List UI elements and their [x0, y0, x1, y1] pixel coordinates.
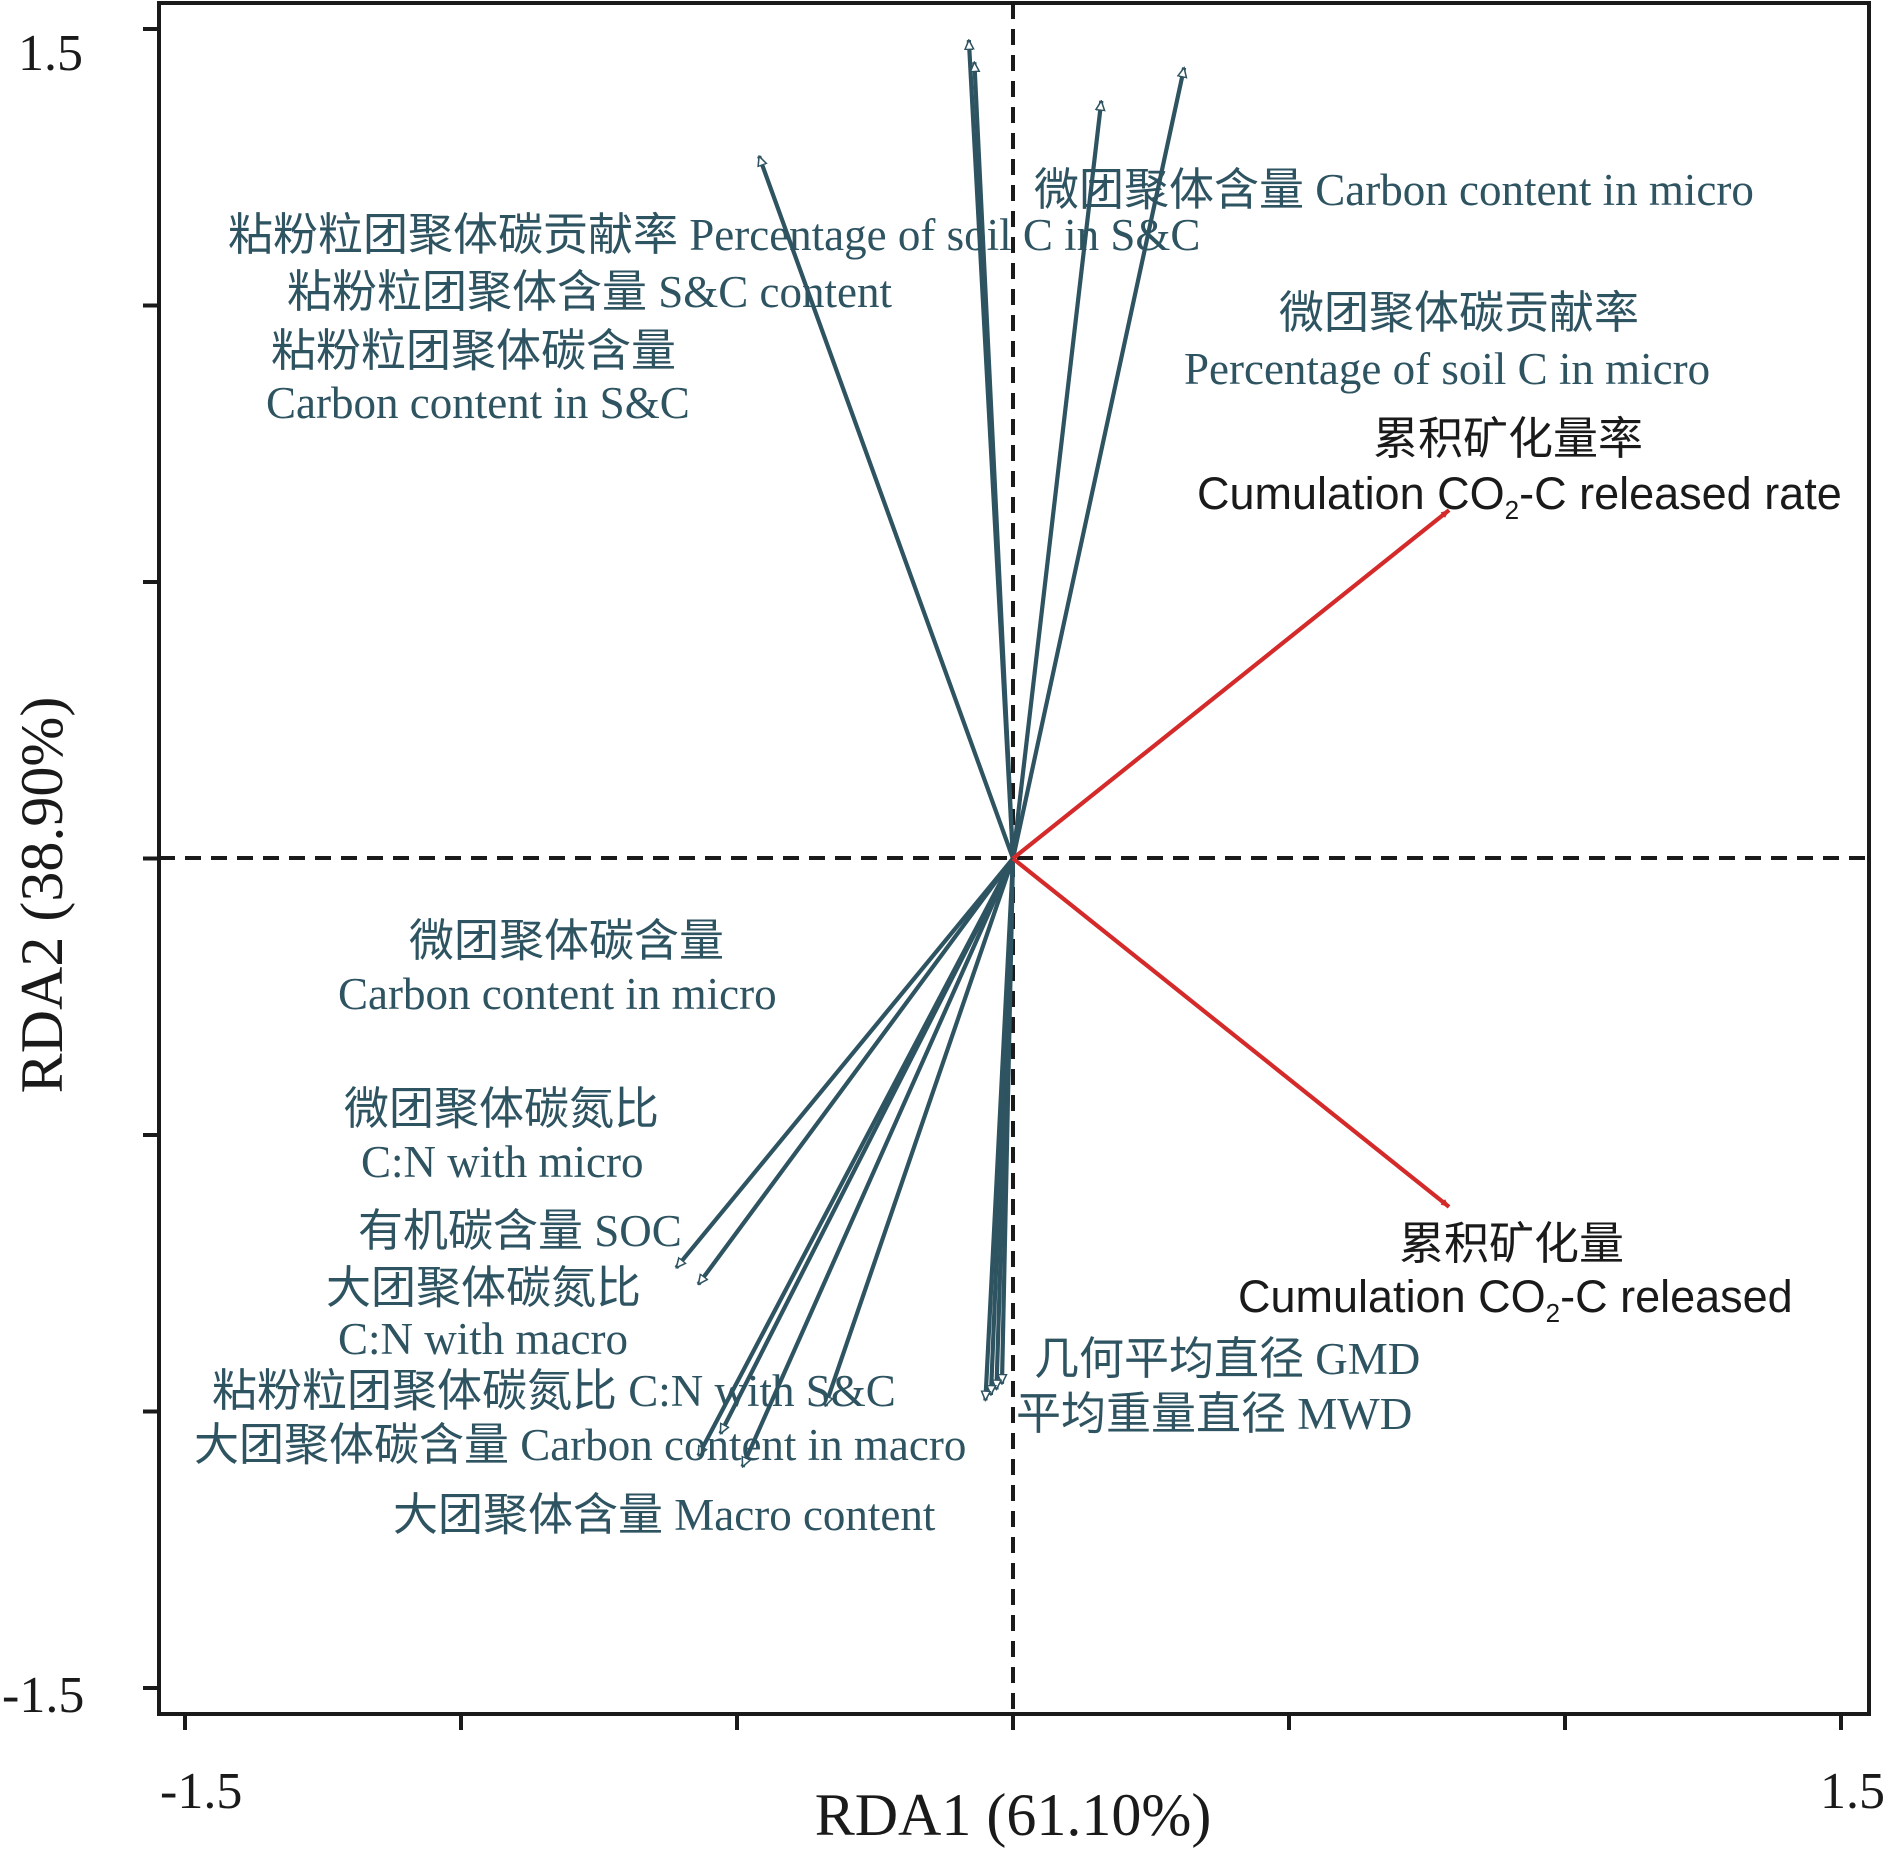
species-arrow-0 [757, 156, 1015, 860]
label-cn-macro-cn: 大团聚体碳氮比 [326, 1263, 641, 1313]
label-cn-macro-en: C:N with macro [338, 1314, 628, 1364]
label-carbon-macro: 大团聚体碳含量 Carbon content in macro [194, 1420, 966, 1470]
label-mwd: 平均重量直径 MWD [1016, 1389, 1412, 1439]
label-cn-micro-en: C:N with micro [361, 1137, 643, 1187]
label-cn-micro-cn: 微团聚体碳氮比 [344, 1084, 659, 1134]
label-co2-sub: 2 [1546, 1298, 1560, 1328]
environment-labels: 累积矿化量率 Cumulation CO2-C released rate 累积… [1197, 414, 1842, 1328]
species-arrow-6 [696, 857, 1015, 1285]
label-carbon-sc-cn: 粘粉粒团聚体碳含量 [271, 326, 676, 376]
label-sc-content: 粘粉粒团聚体含量 S&C content [287, 267, 892, 317]
x-axis-title: RDA1 (61.10%) [815, 1782, 1212, 1848]
label-co2-post: -C released [1560, 1271, 1793, 1322]
species-arrow-4 [1010, 68, 1184, 859]
label-carbon-micro-cn: 微团聚体碳含量 [409, 916, 724, 966]
environment-arrow-0 [1011, 508, 1451, 861]
label-co2-rate-sub: 2 [1505, 495, 1519, 525]
x-tick-label-right: 1.5 [1820, 1763, 1885, 1820]
species-arrow-10 [740, 857, 1015, 1467]
label-soc: 有机碳含量 SOC [358, 1206, 682, 1256]
y-tick-label-bottom: -1.5 [2, 1667, 84, 1724]
species-arrow-3 [1010, 101, 1101, 859]
label-co2-rate-pre: Cumulation CO [1197, 468, 1505, 519]
species-arrow-7 [825, 857, 1015, 1406]
environment-arrow-1 [1011, 856, 1451, 1209]
y-axis-title: RDA2 (38.90%) [9, 697, 75, 1094]
label-carbon-sc-en: Carbon content in S&C [266, 378, 690, 428]
label-co2-rate-post: -C released rate [1519, 468, 1842, 519]
environment-arrows [1011, 508, 1451, 1209]
label-carbon-micro-top: 微团聚体含量 Carbon content in micro [1034, 165, 1754, 215]
label-carbon-micro-en: Carbon content in micro [338, 969, 777, 1019]
label-cn-sc: 粘粉粒团聚体碳氮比 C:N with S&C [212, 1366, 896, 1416]
species-arrow-14 [985, 858, 1016, 1401]
label-pct-soil-c-micro-cn: 微团聚体碳贡献率 [1279, 288, 1639, 338]
x-tick-label-left: -1.5 [160, 1763, 242, 1820]
species-labels: 粘粉粒团聚体碳贡献率 Percentage of soil C in S&C 粘… [194, 165, 1754, 1540]
label-co2-cn: 累积矿化量 [1399, 1219, 1624, 1269]
species-arrows [674, 40, 1184, 1467]
label-gmd: 几何平均直径 GMD [1034, 1334, 1420, 1384]
label-pct-soil-c-micro-en: Percentage of soil C in micro [1184, 344, 1710, 394]
label-co2-rate-en: Cumulation CO2-C released rate [1197, 468, 1842, 525]
species-arrow-9 [696, 857, 1015, 1456]
axis-ticks [143, 27, 1843, 1730]
label-co2-rate-cn: 累积矿化量率 [1373, 414, 1643, 464]
label-pct-soil-c-sc: 粘粉粒团聚体碳贡献率 Percentage of soil C in S&C [228, 210, 1200, 260]
species-arrow-5 [674, 857, 1015, 1268]
label-macro-content: 大团聚体含量 Macro content [393, 1490, 936, 1540]
y-tick-label-top: 1.5 [18, 25, 83, 82]
label-co2-en: Cumulation CO2-C released [1238, 1271, 1793, 1328]
species-arrow-2 [974, 62, 1016, 859]
label-co2-pre: Cumulation CO [1238, 1271, 1546, 1322]
